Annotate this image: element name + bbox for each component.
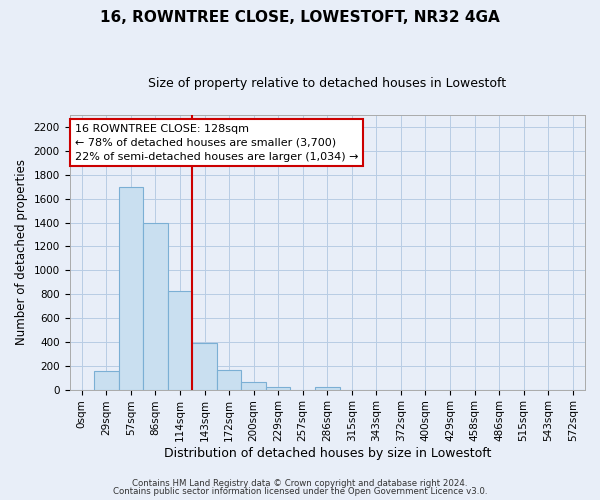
- Text: Contains public sector information licensed under the Open Government Licence v3: Contains public sector information licen…: [113, 487, 487, 496]
- Bar: [119, 187, 143, 390]
- Bar: [315, 386, 340, 390]
- Bar: [217, 370, 241, 390]
- Bar: [266, 386, 290, 390]
- Bar: [94, 371, 119, 390]
- Bar: [241, 382, 266, 390]
- Title: Size of property relative to detached houses in Lowestoft: Size of property relative to detached ho…: [148, 78, 506, 90]
- Y-axis label: Number of detached properties: Number of detached properties: [15, 160, 28, 346]
- Bar: [168, 290, 192, 390]
- Bar: [143, 222, 168, 390]
- Text: 16, ROWNTREE CLOSE, LOWESTOFT, NR32 4GA: 16, ROWNTREE CLOSE, LOWESTOFT, NR32 4GA: [100, 10, 500, 25]
- Text: Contains HM Land Registry data © Crown copyright and database right 2024.: Contains HM Land Registry data © Crown c…: [132, 478, 468, 488]
- Bar: [192, 343, 217, 390]
- X-axis label: Distribution of detached houses by size in Lowestoft: Distribution of detached houses by size …: [164, 447, 491, 460]
- Text: 16 ROWNTREE CLOSE: 128sqm
← 78% of detached houses are smaller (3,700)
22% of se: 16 ROWNTREE CLOSE: 128sqm ← 78% of detac…: [74, 124, 358, 162]
